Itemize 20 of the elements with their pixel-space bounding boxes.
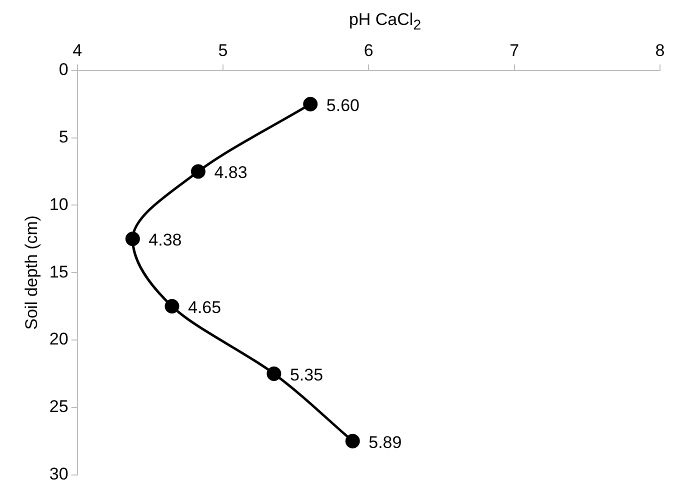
data-label: 4.83: [214, 163, 248, 182]
y-tick-label: 5: [58, 127, 68, 146]
x-tick-label: 5: [218, 40, 228, 60]
y-tick-label: 25: [49, 397, 68, 416]
data-label: 4.65: [188, 298, 222, 317]
y-tick-label: 30: [49, 464, 68, 484]
data-label: 5.89: [368, 432, 402, 452]
data-label: 4.38: [148, 230, 182, 250]
data-label: 5.60: [326, 96, 360, 115]
y-tick-label: 20: [49, 330, 68, 349]
y-tick-label: 10: [49, 194, 68, 214]
x-tick-label: 8: [655, 40, 665, 60]
x-axis-title: pH CaCl$_{2}$: [348, 10, 422, 34]
x-tick-label: 6: [364, 40, 374, 60]
data-label: 5.35: [290, 365, 324, 384]
y-tick-label: 15: [49, 262, 68, 282]
x-tick-label: 7: [510, 40, 520, 60]
y-tick-label: 0: [58, 60, 68, 80]
x-tick-label: 4: [72, 40, 82, 60]
y-axis-title: Soil depth (cm): [22, 215, 41, 330]
